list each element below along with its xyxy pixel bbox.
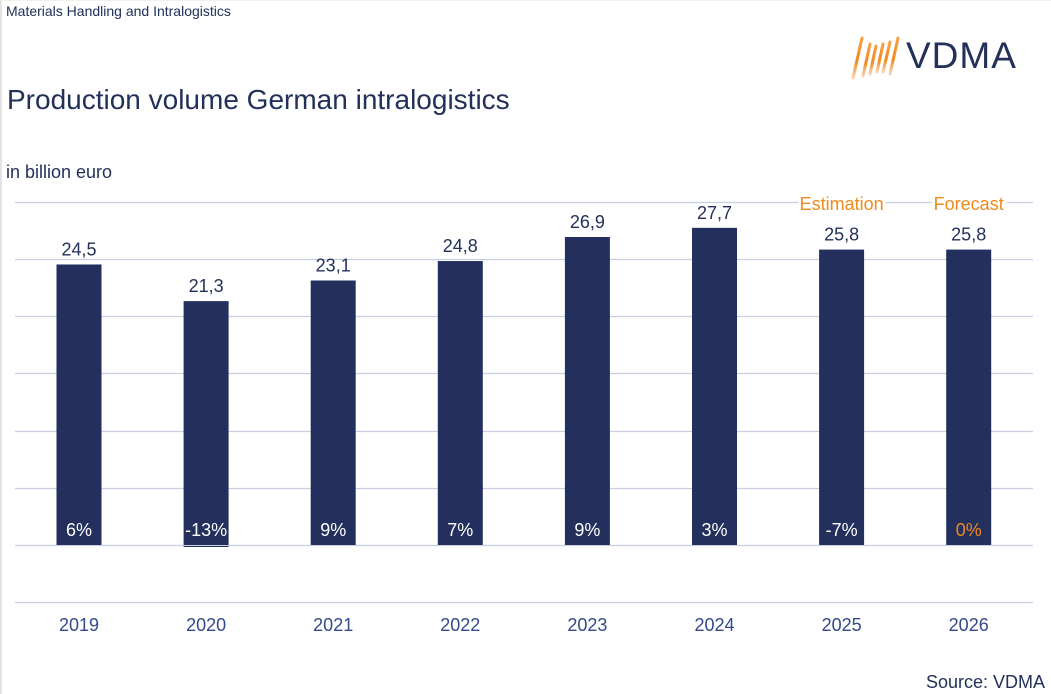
bar-2020 xyxy=(183,301,229,545)
value-label-2024: 27,7 xyxy=(697,203,732,223)
x-tick-2020: 2020 xyxy=(186,615,226,635)
value-label-2019: 24,5 xyxy=(61,239,96,259)
x-tick-2023: 2023 xyxy=(567,615,607,635)
growth-label-2021: 9% xyxy=(320,520,346,540)
x-tick-2026: 2026 xyxy=(949,615,989,635)
bar-2024 xyxy=(692,227,737,545)
unit-label: in billion euro xyxy=(6,162,113,182)
gridlines xyxy=(15,201,1033,604)
x-tick-2024: 2024 xyxy=(694,615,734,635)
value-label-2023: 26,9 xyxy=(570,212,605,232)
logo-text: VDMA xyxy=(906,35,1017,76)
x-tick-2025: 2025 xyxy=(822,615,862,635)
value-label-2025: 25,8 xyxy=(824,225,859,245)
growth-label-2022: 7% xyxy=(447,520,473,540)
vdma-stripes-icon xyxy=(851,36,900,80)
x-tick-2021: 2021 xyxy=(313,615,353,635)
bar-2026 xyxy=(946,249,992,545)
annotation-forecast: Forecast xyxy=(934,194,1004,214)
page-title: Production volume German intralogistics xyxy=(7,84,510,115)
top-border xyxy=(0,0,1051,1)
value-label-2026: 25,8 xyxy=(951,225,986,245)
growth-label-2020: -13% xyxy=(185,520,227,540)
growth-label-2024: 3% xyxy=(701,520,727,540)
growth-label-2026: 0% xyxy=(956,520,982,540)
vdma-logo: VDMA xyxy=(848,34,1038,84)
left-border xyxy=(0,0,2,694)
source-label: Source: VDMA xyxy=(925,672,1045,692)
bar-2025 xyxy=(819,249,865,545)
bar-2021 xyxy=(310,280,356,545)
annotation-estimation: Estimation xyxy=(800,194,884,214)
growth-label-2025: -7% xyxy=(826,520,858,540)
section-label: Materials Handling and Intralogistics xyxy=(6,3,231,19)
growth-label-2023: 9% xyxy=(574,520,600,540)
x-tick-2022: 2022 xyxy=(440,615,480,635)
value-label-2022: 24,8 xyxy=(443,236,478,256)
growth-label-2019: 6% xyxy=(66,520,92,540)
x-tick-2019: 2019 xyxy=(59,615,99,635)
bar-2023 xyxy=(564,236,610,545)
value-label-2020: 21,3 xyxy=(189,276,224,296)
value-label-2021: 23,1 xyxy=(316,256,351,276)
bar-2022 xyxy=(437,261,483,545)
bars xyxy=(56,227,992,547)
bar-2019 xyxy=(56,264,102,545)
labels: 24,5 6% 2019 21,3 -13% 2020 23,1 9% 2021 24,8 7% 20… xyxy=(59,191,1007,635)
